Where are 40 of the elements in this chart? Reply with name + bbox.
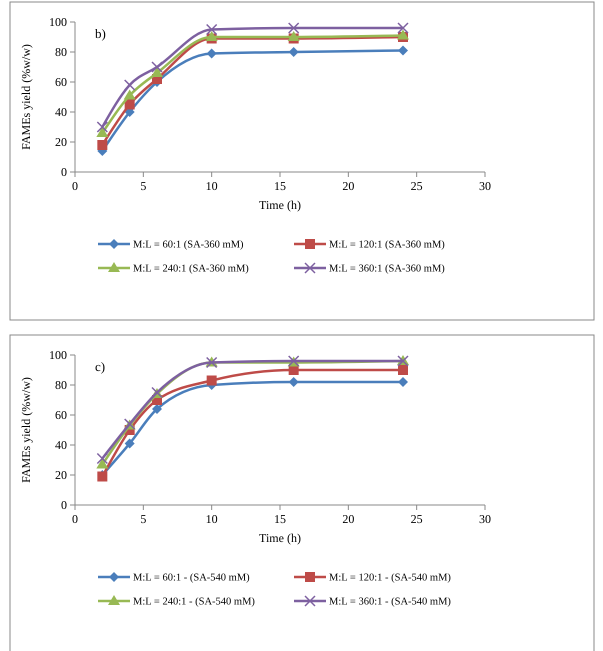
x-tick-label: 15 (274, 512, 286, 526)
x-tick-label: 25 (410, 179, 423, 193)
y-tick-label: 60 (55, 408, 67, 422)
legend-label: M:L = 60:1 (SA-360 mM) (133, 240, 244, 251)
y-tick-label: 0 (61, 165, 67, 180)
y-tick-label: 80 (55, 378, 67, 392)
y-tick-label: 60 (55, 75, 67, 90)
legend-label: M:L = 240:1 (SA-360 mM) (133, 264, 250, 275)
y-tick-label: 40 (55, 438, 67, 452)
legend-label: M:L = 120:1 - (SA-540 mM) (329, 572, 452, 584)
y-axis-title: FAMEs yield (%w/w) (19, 377, 33, 483)
y-tick-label: 100 (49, 15, 67, 30)
y-tick-label: 20 (55, 135, 67, 150)
y-tick-label: 80 (55, 45, 67, 60)
x-tick-label: 15 (274, 179, 286, 193)
x-tick-label: 5 (140, 179, 146, 193)
x-tick-label: 30 (479, 512, 491, 526)
y-tick-label: 100 (49, 348, 67, 362)
x-tick-label: 10 (206, 179, 218, 193)
x-tick-label: 30 (479, 179, 491, 193)
y-tick-label: 40 (55, 105, 67, 120)
x-tick-label: 10 (206, 512, 218, 526)
x-tick-label: 5 (140, 512, 146, 526)
legend-label: M:L = 240:1 - (SA-540 mM) (133, 596, 256, 608)
annotation: c) (95, 359, 106, 374)
y-tick-label: 0 (61, 498, 67, 512)
x-tick-label: 20 (342, 179, 354, 193)
legend-label: M:L = 360:1 - (SA-540 mM) (329, 596, 452, 608)
x-tick-label: 0 (72, 512, 78, 526)
x-axis-title: Time (h) (259, 531, 301, 545)
legend-label: M:L = 120:1 (SA-360 mM) (329, 240, 446, 251)
legend-label: M:L = 360:1 (SA-360 mM) (329, 264, 446, 275)
y-tick-label: 20 (55, 468, 67, 482)
x-axis-title: Time (h) (259, 198, 301, 212)
y-axis-title: FAMEs yield (%w/w) (19, 44, 33, 150)
x-tick-label: 0 (72, 179, 78, 193)
legend-label: M:L = 60:1 - (SA-540 mM) (133, 572, 250, 584)
annotation: b) (95, 26, 106, 41)
x-tick-label: 20 (342, 512, 354, 526)
x-tick-label: 25 (410, 512, 423, 526)
